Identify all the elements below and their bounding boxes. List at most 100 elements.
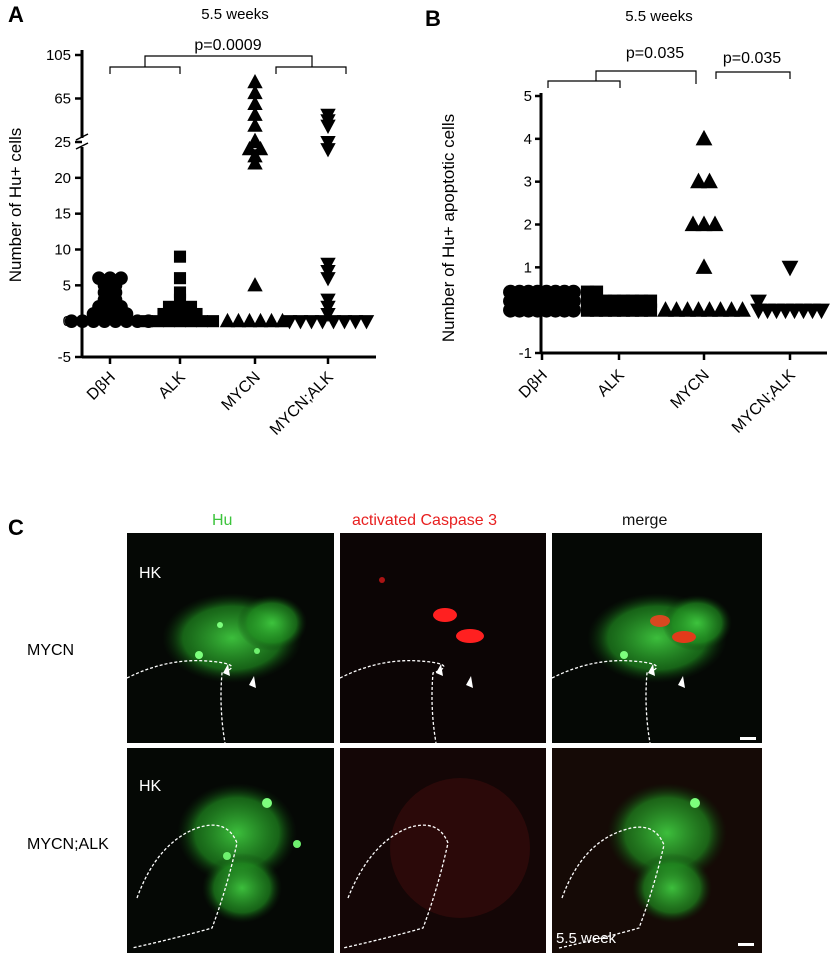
data-point bbox=[247, 148, 263, 163]
data-point bbox=[643, 294, 658, 308]
y-tick-label: 4 bbox=[524, 131, 532, 148]
data-point bbox=[679, 301, 696, 317]
data-point bbox=[336, 315, 353, 330]
data-point bbox=[247, 106, 263, 121]
data-point bbox=[320, 108, 336, 124]
data-point bbox=[358, 315, 375, 330]
bracket-right bbox=[715, 71, 791, 79]
data-point bbox=[140, 315, 154, 328]
data-point bbox=[566, 284, 581, 300]
data-point bbox=[695, 129, 713, 146]
chart-a-title: 5.5 weeks bbox=[201, 6, 269, 23]
data-point bbox=[706, 215, 724, 232]
y-tick-label: 2 bbox=[524, 217, 532, 234]
bracket-left bbox=[109, 66, 181, 74]
y-tick-label: 20 bbox=[54, 170, 71, 187]
y-tick-label: 10 bbox=[54, 242, 71, 259]
data-point bbox=[320, 135, 336, 151]
data-point bbox=[320, 272, 336, 287]
panel-letter-a: A bbox=[8, 2, 24, 27]
y-tick-label: 15 bbox=[54, 206, 71, 223]
micrograph-mycn-hu: HK bbox=[127, 533, 334, 743]
data-point bbox=[668, 301, 685, 317]
data-point bbox=[274, 312, 291, 328]
y-tick-label: 65 bbox=[54, 91, 71, 108]
x-tick-label: DβH bbox=[516, 367, 551, 402]
data-point bbox=[247, 277, 263, 292]
micrograph-mycn-caspase bbox=[340, 533, 546, 743]
data-point bbox=[173, 272, 187, 285]
column-label-merge: merge bbox=[622, 512, 668, 529]
data-point bbox=[247, 95, 263, 110]
data-point bbox=[173, 286, 187, 299]
data-point bbox=[247, 132, 263, 147]
panel-letter-b: B bbox=[425, 6, 441, 31]
micrograph-mycn-merge bbox=[552, 533, 762, 743]
p-value-label: p=0.035 bbox=[723, 50, 781, 67]
data-point bbox=[695, 215, 713, 232]
y-tick-label: -5 bbox=[58, 349, 71, 366]
x-tick-label: MYCN bbox=[218, 369, 263, 414]
data-point bbox=[162, 300, 176, 313]
data-point bbox=[263, 312, 280, 328]
chart-a: -5051015202565105Number of Hu+ cellsDβHA… bbox=[6, 37, 376, 439]
column-label-hu: Hu bbox=[212, 512, 233, 529]
data-point bbox=[173, 250, 187, 263]
data-point bbox=[92, 271, 106, 285]
data-point bbox=[114, 271, 128, 285]
p-value-label: p=0.0009 bbox=[194, 37, 261, 54]
y-axis-label: Number of Hu+ cells bbox=[6, 128, 25, 282]
x-tick-label: MYCN bbox=[667, 367, 712, 412]
x-tick-label: ALK bbox=[155, 369, 189, 403]
data-point bbox=[75, 314, 90, 328]
row-label-mycn: MYCN bbox=[27, 642, 75, 659]
timestamp-label: 5.5 week bbox=[556, 930, 617, 947]
bracket-top bbox=[144, 55, 313, 67]
region-label-hk: HK bbox=[139, 565, 162, 582]
y-tick-label: 25 bbox=[54, 134, 71, 151]
data-point bbox=[657, 301, 674, 317]
data-point bbox=[303, 315, 320, 330]
y-axis-label: Number of Hu+ apoptotic cells bbox=[439, 114, 458, 342]
data-point bbox=[247, 84, 263, 100]
data-point bbox=[750, 294, 767, 311]
region-label-hk: HK bbox=[139, 778, 162, 795]
data-point bbox=[281, 315, 298, 330]
data-point bbox=[781, 260, 799, 277]
data-point bbox=[219, 312, 236, 328]
data-point bbox=[320, 264, 336, 280]
y-tick-label: 105 bbox=[46, 47, 71, 64]
data-point bbox=[247, 155, 263, 170]
data-point bbox=[230, 312, 247, 328]
data-point bbox=[130, 314, 145, 328]
y-tick-label: 5 bbox=[63, 277, 71, 294]
data-point bbox=[320, 307, 336, 323]
row-label-mycn-alk: MYCN;ALK bbox=[27, 836, 109, 853]
data-point bbox=[320, 257, 336, 273]
data-point bbox=[320, 293, 336, 308]
y-tick-label: -1 bbox=[519, 345, 532, 362]
data-point bbox=[247, 73, 263, 89]
data-point bbox=[103, 271, 117, 285]
data-point bbox=[347, 315, 364, 330]
x-tick-label: DβH bbox=[84, 369, 119, 404]
data-point bbox=[701, 301, 718, 317]
data-point bbox=[690, 172, 707, 189]
data-point bbox=[712, 301, 729, 317]
y-tick-label: 1 bbox=[524, 259, 532, 276]
micrograph-mycn-alk-hu: HK bbox=[127, 748, 334, 953]
data-point bbox=[252, 312, 269, 328]
data-point bbox=[690, 301, 707, 317]
data-point bbox=[695, 258, 713, 274]
data-point bbox=[684, 215, 702, 232]
data-point bbox=[589, 285, 604, 299]
data-point bbox=[734, 301, 751, 317]
bracket-right bbox=[275, 66, 347, 74]
panel-letter-c: C bbox=[8, 515, 24, 540]
axis-break-mark bbox=[75, 133, 89, 141]
data-point bbox=[252, 140, 269, 156]
micrograph-mycn-alk-merge: 5.5 week bbox=[552, 748, 762, 953]
x-tick-label: MYCN;ALK bbox=[267, 369, 337, 439]
data-point bbox=[247, 117, 263, 132]
data-point bbox=[320, 300, 336, 316]
